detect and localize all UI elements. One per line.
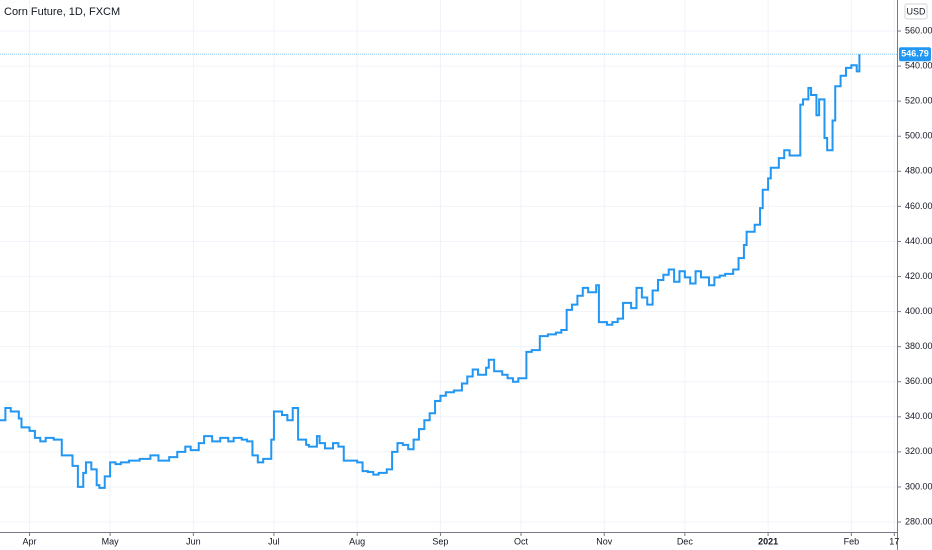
y-tick-label: 560.00 [905,25,932,35]
y-tick-label: 360.00 [905,376,932,386]
currency-box[interactable] [904,3,928,20]
x-tick-label: Jun [186,536,201,546]
y-tick-label: 340.00 [905,411,932,421]
plot [0,53,897,489]
last-price-box [899,47,931,62]
y-tick-label: 500.00 [905,131,932,141]
currency-label[interactable]: USD [906,6,926,16]
y-tick-label: 440.00 [905,236,932,246]
axes: 280.00 300.00 320.00 340.00 360.00 380.00 400.… [23,25,932,546]
y-tick-label: 520.00 [905,96,932,106]
grid [0,0,897,532]
y-tick-label: 280.00 [905,516,932,526]
x-tick-label: 17 [889,536,899,546]
price-line [0,54,861,489]
last-price-label: 546.79 [901,49,929,59]
x-tick-label: Feb [844,536,860,546]
y-tick-label: 400.00 [905,306,932,316]
y-tick-label: 420.00 [905,271,932,281]
x-tick-label: Dec [677,536,694,546]
x-tick-label: 2021 [758,536,778,546]
y-tick-label: 540.00 [905,60,932,70]
x-tick-label: Apr [23,536,37,546]
x-tick-label: Jul [268,536,280,546]
chart-title: Corn Future, 1D, FXCM [4,6,120,18]
x-tick-label: Nov [596,536,613,546]
y-tick-label: 460.00 [905,201,932,211]
x-tick-label: May [102,536,120,546]
y-tick-label: 320.00 [905,446,932,456]
x-tick-label: Sep [432,536,448,546]
x-tick-label: Oct [514,536,529,546]
y-tick-label: 380.00 [905,341,932,351]
y-tick-label: 480.00 [905,166,932,176]
x-tick-label: Aug [349,536,365,546]
y-tick-label: 300.00 [905,481,932,491]
